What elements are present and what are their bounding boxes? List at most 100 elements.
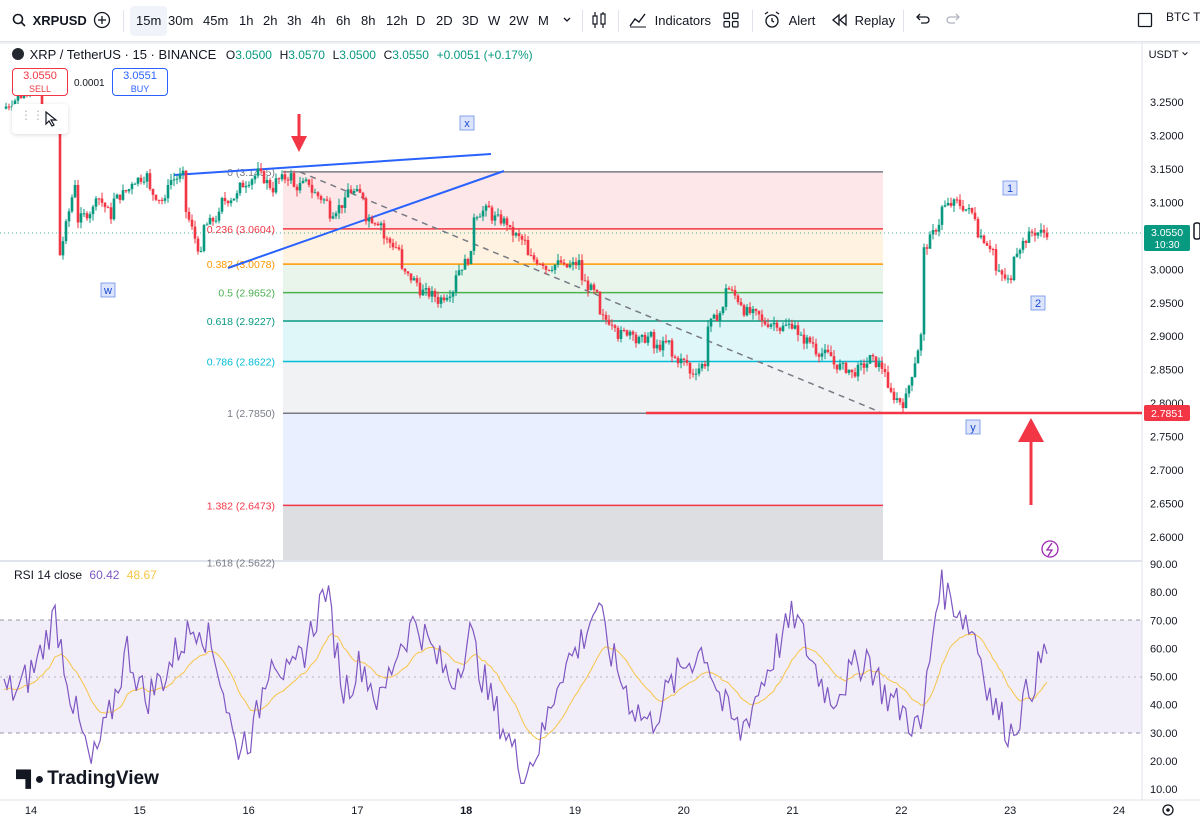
- candle-body: [268, 180, 272, 188]
- timeframe-m[interactable]: M: [538, 13, 549, 28]
- tradingview-logo[interactable]: ▀▌● TradingView: [16, 768, 159, 790]
- candle-body: [271, 187, 275, 193]
- candle-body: [1033, 232, 1037, 236]
- candle-body: [301, 180, 305, 184]
- candle-body: [781, 325, 785, 331]
- candle-body: [766, 324, 770, 327]
- timeframe-dropdown[interactable]: [562, 0, 572, 42]
- candle-body: [787, 323, 791, 325]
- timeframe-6h[interactable]: 6h: [336, 13, 351, 28]
- wave-label-y[interactable]: y: [965, 419, 981, 435]
- timeframe-d[interactable]: D: [416, 13, 426, 28]
- candle-body: [292, 173, 296, 187]
- drag-handle-icon[interactable]: ⋮⋮: [20, 108, 44, 122]
- candle-body: [130, 183, 134, 190]
- rsi-line: [3, 569, 1048, 785]
- candle-body: [382, 223, 386, 239]
- candle-body: [253, 175, 257, 180]
- candle-body: [838, 363, 842, 370]
- timeframe-2d[interactable]: 2D: [436, 13, 453, 28]
- candle-body: [496, 214, 500, 216]
- fib-trend-dashed-line[interactable]: [299, 171, 881, 413]
- fib-zone: [283, 505, 883, 560]
- fib-retracement-lines[interactable]: [283, 171, 883, 507]
- fib-level-label: 0.786 (2.8622): [207, 357, 275, 369]
- search-icon: [12, 13, 26, 27]
- wave-label-x[interactable]: x: [459, 115, 475, 131]
- candle-body: [358, 188, 362, 193]
- candle-body: [526, 240, 530, 256]
- candle-body: [592, 284, 596, 290]
- up-arrow-annotation[interactable]: [1018, 418, 1044, 505]
- timeframe-3h[interactable]: 3h: [287, 13, 302, 28]
- wave-label-2[interactable]: 2: [1030, 295, 1046, 311]
- timeframe-2h[interactable]: 2h: [263, 13, 278, 28]
- candle-body: [523, 239, 527, 241]
- candle-body: [991, 249, 995, 251]
- candle-body: [340, 205, 344, 208]
- timeframe-30m[interactable]: 30m: [168, 13, 194, 28]
- candle-body: [64, 221, 68, 242]
- candle-body: [661, 340, 665, 351]
- fullscreen-button[interactable]: [1137, 0, 1153, 42]
- currency-label: USDT: [1148, 49, 1179, 61]
- candle-body: [394, 247, 398, 249]
- candle-body: [985, 243, 989, 246]
- candle-body: [574, 261, 578, 266]
- layout-templates-button[interactable]: [723, 0, 739, 42]
- candle-body: [454, 275, 458, 292]
- timeframe-2w[interactable]: 2W: [509, 13, 529, 28]
- timeframe-1h[interactable]: 1h: [239, 13, 254, 28]
- svg-text:3.0550: 3.0550: [1151, 227, 1183, 239]
- buy-button[interactable]: 3.0551 BUY: [112, 68, 168, 96]
- alert-button[interactable]: Alert: [763, 0, 815, 42]
- timeframe-w[interactable]: W: [488, 13, 501, 28]
- timeframe-15m[interactable]: 15m: [130, 6, 168, 36]
- timeframe-12h[interactable]: 12h: [386, 13, 408, 28]
- candle-body: [211, 217, 215, 222]
- timeframe-8h[interactable]: 8h: [361, 13, 376, 28]
- candle-body: [163, 198, 167, 201]
- wave-label-w[interactable]: w: [100, 282, 116, 298]
- lightning-icon[interactable]: [1041, 540, 1059, 558]
- timeframe-4h[interactable]: 4h: [311, 13, 326, 28]
- candle-body: [76, 184, 80, 223]
- candle-body: [640, 334, 644, 337]
- candle-body: [565, 264, 569, 268]
- replay-button[interactable]: Replay: [831, 0, 895, 42]
- candle-body: [601, 314, 605, 316]
- settings-gear-icon[interactable]: [1162, 804, 1174, 816]
- watchlist-symbol[interactable]: BTC T: [1166, 10, 1200, 24]
- wedge-upper-trendline[interactable]: [173, 153, 492, 176]
- time-label: 22: [895, 805, 907, 817]
- timeframe-45m[interactable]: 45m: [203, 13, 229, 28]
- candle-body: [262, 171, 266, 184]
- redo-button[interactable]: [946, 0, 962, 42]
- candle-body: [610, 324, 614, 326]
- undo-button[interactable]: [914, 0, 930, 42]
- timeframe-3d[interactable]: 3D: [462, 13, 479, 28]
- legend-change: +0.0051 (+0.17%): [436, 48, 533, 62]
- currency-selector[interactable]: USDT: [1144, 44, 1194, 66]
- indicators-button[interactable]: Indicators: [629, 0, 711, 42]
- candle-body: [805, 337, 809, 344]
- candle-body: [613, 325, 617, 328]
- candle-body: [307, 179, 311, 185]
- chart-legend: XRP / TetherUS · 15 · BINANCE O3.0500 H3…: [12, 47, 533, 62]
- rsi-axis-label: 30.00: [1150, 728, 1178, 740]
- candle-body: [319, 196, 323, 200]
- candle-body: [811, 342, 815, 344]
- candle-body: [913, 363, 917, 377]
- chart-type-button[interactable]: [591, 0, 607, 42]
- candle-body: [901, 402, 905, 409]
- cursor-icon[interactable]: [44, 111, 58, 127]
- price-label: 3.0000: [1150, 264, 1184, 276]
- candle-body: [127, 189, 131, 192]
- candle-body: [868, 355, 872, 364]
- sell-button[interactable]: 3.0550 SELL: [12, 68, 68, 96]
- wave-label-1[interactable]: 1: [1002, 180, 1018, 196]
- compare-add-button[interactable]: [93, 0, 111, 42]
- down-arrow-annotation[interactable]: [291, 114, 307, 152]
- symbol-search[interactable]: XRPUSD: [12, 0, 87, 42]
